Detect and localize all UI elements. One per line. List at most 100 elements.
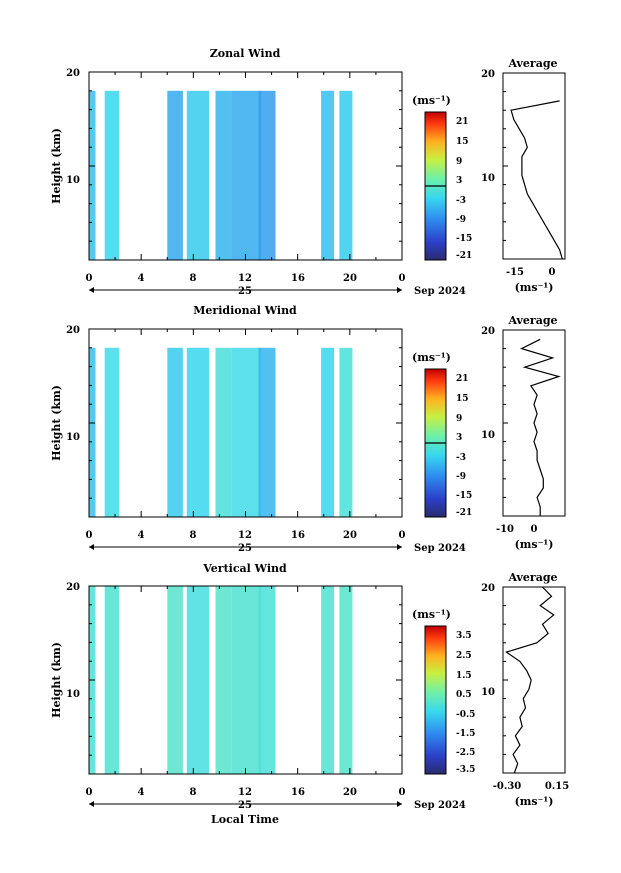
colorbar-unit: (ms⁻¹) [412,608,451,621]
average-y-tick-label: 20 [481,583,495,594]
y-tick-label: 10 [66,689,80,700]
x-tick-label: 8 [190,273,197,284]
data-block [258,586,276,774]
data-block [339,586,353,774]
data-block [89,90,96,260]
x-tick-label: 16 [291,273,305,284]
colorbar: (ms⁻¹) 21 15 9 3 -3 -9 -15 -21 [412,94,472,261]
data-block [215,347,232,517]
heatmap-area [89,586,353,774]
x-tick-label: 0 [86,787,93,798]
data-blocks [89,586,353,774]
colorbar: (ms⁻¹) 3.5 2.5 1.5 0.5 -0.5 -1.5 -2.5 -3… [412,608,475,775]
x-tick-label: 4 [138,530,145,541]
data-block [104,586,119,774]
data-block [215,586,232,774]
x-tick-label: 16 [291,787,305,798]
average-x-label: (ms⁻¹) [515,538,554,551]
average-title: Average [507,314,557,327]
average-line [510,100,563,260]
colorbar-tick-label: 3 [456,433,462,443]
x-tick-label: 20 [343,530,357,541]
x-axis-label: Local Time [211,813,279,826]
data-block [321,90,335,260]
data-block [215,90,232,260]
x-tick-label: 12 [238,273,252,284]
colorbar-tick-label: 1.5 [456,671,472,681]
data-block [231,90,262,260]
date-month-label: Sep 2024 [414,543,466,554]
average-y-tick-label: 10 [481,173,495,184]
colorbar-tick-label: -21 [456,251,472,261]
colorbar-tick-label: 3 [456,176,462,186]
y-tick-label: 20 [66,68,80,79]
average-x-tick-label: -0.30 [493,781,522,792]
average-profile: Average 20 10 -10 0 (ms⁻¹) [481,314,566,551]
y-axis-label: Height (km) [50,385,63,461]
average-ticks [503,586,508,774]
data-block [167,90,183,260]
colorbar-tick-label: 15 [456,394,469,404]
data-block [186,586,209,774]
x-tick-label: 20 [343,273,357,284]
colorbar-gradient [424,625,447,775]
x-tick-label: 0 [86,273,93,284]
data-block [167,586,183,774]
x-tick-label: 12 [238,530,252,541]
colorbar-tick-label: 15 [456,137,469,147]
x-tick-label: 4 [138,787,145,798]
x-tick-label: 0 [399,787,406,798]
panel-zonal-wind: Zonal Wind Height (km) 20 10 0 4 8 12 16… [50,47,566,297]
data-block [321,586,335,774]
average-frame [502,586,566,774]
average-frame [502,72,566,260]
average-title: Average [507,571,557,584]
heatmap-area [89,90,353,260]
data-block [186,90,209,260]
date-month-label: Sep 2024 [414,800,466,811]
data-block [167,347,183,517]
x-tick-label: 8 [190,530,197,541]
y-axis-label: Height (km) [50,642,63,718]
average-ticks [503,72,508,260]
y-tick-label: 10 [66,175,80,186]
data-block [258,90,276,260]
x-tick-label: 16 [291,530,305,541]
x-tick-label: 0 [86,530,93,541]
average-x-tick-label: 0.15 [545,781,569,792]
heatmap-area [89,347,353,517]
y-axis-label: Height (km) [50,128,63,204]
data-block [339,347,353,517]
average-line [505,586,555,774]
data-block [321,347,335,517]
colorbar-tick-label: -15 [456,491,472,501]
data-block [104,90,119,260]
date-axis: 25 Sep 2024 [89,543,466,554]
average-x-tick-label: -15 [506,267,524,278]
average-y-tick-label: 10 [481,430,495,441]
x-tick-label: 12 [238,787,252,798]
data-blocks [89,347,353,517]
colorbar-tick-label: -15 [456,234,472,244]
date-day-label: 25 [238,800,252,811]
date-axis: 25 Sep 2024 [89,800,466,811]
y-tick-label: 10 [66,432,80,443]
colorbar-tick-label: 0.5 [456,690,472,700]
panel-vertical-wind: Vertical Wind Height (km) 20 10 0 4 8 12… [50,562,569,826]
colorbar-tick-label: -9 [456,472,466,482]
average-profile: Average 20 10 -15 0 (ms⁻¹) [481,57,566,294]
colorbar-tick-label: 21 [456,374,469,384]
average-x-label: (ms⁻¹) [515,281,554,294]
x-tick-label: 4 [138,273,145,284]
data-block [104,347,119,517]
date-day-label: 25 [238,286,252,297]
y-tick-label: 20 [66,582,80,593]
data-block [339,90,353,260]
average-y-tick-label: 20 [481,69,495,80]
colorbar-unit: (ms⁻¹) [412,351,451,364]
colorbar-tick-label: -3 [456,453,466,463]
average-ticks [503,329,508,517]
colorbar-tick-label: -3 [456,196,466,206]
average-profile: Average 20 10 -0.30 0.15 (ms⁻¹) [481,571,569,808]
